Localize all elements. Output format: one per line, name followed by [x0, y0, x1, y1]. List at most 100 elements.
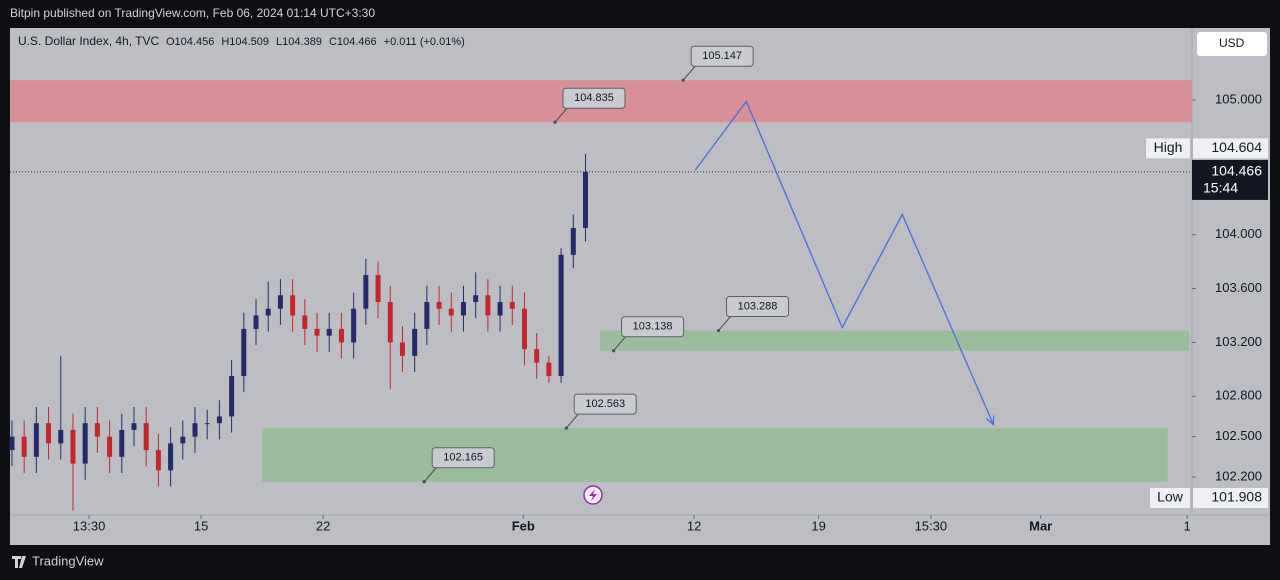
callout-anchor: [611, 349, 616, 353]
x-tick-label: 22: [316, 518, 330, 533]
high-price-box: [1193, 138, 1268, 159]
callout-pointer: [423, 467, 437, 483]
callout-box: [562, 87, 626, 109]
callout-pointer: [682, 65, 696, 81]
publish-info: Bitpin published on TradingView.com, Feb…: [10, 6, 375, 20]
candle-body: [399, 342, 405, 356]
callout-box: [690, 45, 754, 67]
callout-box: [726, 296, 790, 318]
y-tick-label: 105.000: [1215, 91, 1262, 106]
high-marker-label: High: [1154, 139, 1183, 155]
candle-body: [485, 295, 491, 316]
candle-body: [314, 328, 320, 336]
callout-anchor: [553, 120, 557, 124]
candle-body: [277, 295, 283, 309]
projection-arrowhead: [986, 415, 995, 426]
y-tick-label: 103.600: [1215, 280, 1262, 295]
x-tick-label: 19: [811, 518, 825, 533]
brand-name: TradingView: [32, 553, 104, 568]
projection-line: [694, 100, 994, 425]
callout-label: 103.138: [633, 321, 673, 333]
callout-label: 105.147: [702, 50, 742, 62]
x-tick-label: 1: [1184, 518, 1191, 533]
y-tick-label: 102.800: [1215, 388, 1262, 403]
candle-body: [546, 362, 552, 377]
candle-body: [473, 295, 479, 302]
callout-pointer: [554, 107, 568, 123]
callout-anchor: [681, 78, 685, 82]
legend-value: C104.466: [329, 36, 377, 48]
high-price: 104.604: [1211, 139, 1262, 155]
low-marker-box: [1150, 488, 1190, 508]
candle-body: [119, 429, 125, 457]
candle-body: [570, 227, 576, 255]
callout-anchor: [564, 426, 568, 430]
candle-body: [107, 436, 113, 457]
callout-anchor: [716, 328, 721, 333]
y-tick-label: 102.200: [1215, 468, 1262, 483]
candle-body: [290, 295, 296, 316]
callout-label: 103.288: [738, 300, 778, 312]
candle-body: [253, 315, 259, 329]
candle-body: [436, 301, 442, 309]
callout-pointer: [565, 413, 579, 429]
plot: [9, 80, 1192, 511]
candle-body: [21, 436, 27, 457]
zone: [262, 428, 1168, 482]
currency-label[interactable]: USD: [1219, 36, 1245, 50]
callout-box: [573, 393, 637, 415]
candle-body: [204, 423, 210, 425]
y-tick-label: 104.000: [1215, 226, 1262, 241]
candle-body: [497, 301, 503, 316]
candle-body: [180, 436, 186, 444]
currency-button[interactable]: [1197, 32, 1267, 56]
candle-body: [448, 308, 454, 316]
candle-body: [33, 423, 39, 457]
y-tick-label: 102.500: [1215, 428, 1262, 443]
candle-body: [351, 308, 357, 343]
low-price-box: [1193, 488, 1268, 508]
legend-value: H104.509: [221, 36, 269, 48]
candle-body: [326, 328, 332, 336]
candle-body: [82, 423, 88, 464]
candle-body: [534, 349, 540, 363]
event-icon-bolt: [589, 489, 597, 501]
legend-value: O104.456: [166, 36, 214, 48]
candle-body: [241, 328, 247, 377]
legend-value: L104.389: [276, 36, 322, 48]
candle-body: [131, 423, 137, 430]
candle-body: [143, 423, 149, 451]
x-tick-label: Feb: [512, 518, 535, 533]
candle-body: [9, 436, 15, 451]
candle-body: [302, 315, 308, 329]
callout-box: [621, 316, 685, 338]
candle-body: [192, 423, 198, 437]
x-tick-label: 13:30: [73, 518, 106, 533]
low-price: 101.908: [1211, 489, 1262, 505]
candle-body: [521, 308, 527, 350]
candle-body: [387, 301, 393, 343]
candle-body: [583, 171, 589, 228]
candle-body: [216, 416, 222, 424]
candle-body: [58, 429, 64, 444]
candle-body: [229, 376, 235, 417]
legend-value: +0.011 (+0.01%): [384, 36, 465, 48]
y-tick-label: 103.200: [1215, 334, 1262, 349]
x-tick-label: Mar: [1029, 518, 1052, 533]
callout-anchor: [422, 480, 426, 484]
callout-label: 102.165: [443, 452, 483, 464]
low-marker-label: Low: [1157, 489, 1184, 505]
candle-body: [558, 254, 564, 377]
candle-body: [70, 429, 76, 464]
last-price: 104.466: [1211, 163, 1262, 179]
candle-body: [424, 301, 430, 329]
candle-body: [94, 423, 100, 437]
zone: [600, 330, 1190, 351]
callout-pointer: [718, 316, 731, 331]
candle-body: [363, 275, 369, 309]
candle-body: [460, 301, 466, 316]
callout-label: 102.563: [585, 398, 625, 410]
x-tick-label: 12: [687, 518, 701, 533]
x-tick-label: 15:30: [915, 518, 948, 533]
